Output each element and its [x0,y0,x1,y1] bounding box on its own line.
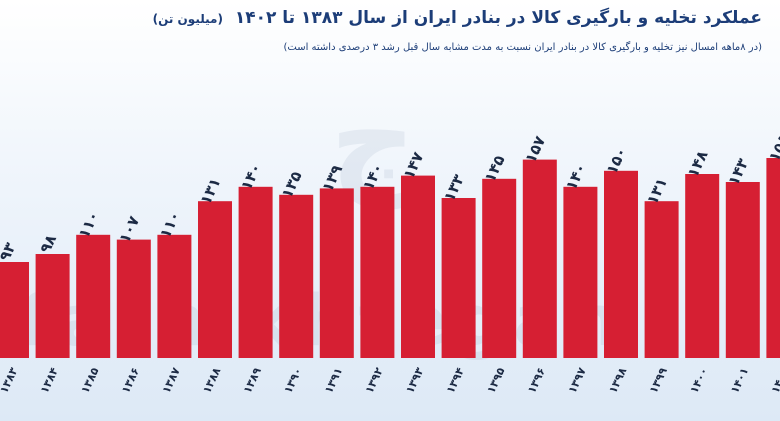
bar-13 [522,159,557,358]
x-tick-label-7: ۱۳۹۰ [281,366,304,396]
x-tick-label-12: ۱۳۹۵ [484,365,507,395]
x-tick-label-11: ۱۳۹۴ [444,365,467,395]
bar-6 [238,186,273,358]
bar-17 [685,174,720,358]
x-tick-label-2: ۱۳۸۵ [78,365,101,395]
x-tick-label-4: ۱۳۸۷ [160,365,183,395]
bar-8 [319,188,354,358]
value-label-0: ۹۳ [0,240,19,264]
bar-11 [441,198,476,358]
x-tick-label-5: ۱۳۸۸ [200,365,223,395]
bar-3 [116,239,151,358]
bar-15 [604,170,638,358]
x-tick-label-14: ۱۳۹۷ [566,365,589,395]
bar-10 [401,175,435,358]
x-tick-label-16: ۱۳۹۹ [647,365,670,395]
x-tick-label-8: ۱۳۹۱ [322,366,345,396]
chart-title: عملکرد تخلیه و بارگیری کالا در بنادر ایر… [10,8,762,28]
bar-7 [279,194,314,358]
chart-unit: (میلیون تن) [152,12,223,26]
x-tick-label-9: ۱۳۹۲ [363,365,386,395]
x-tick-label-3: ۱۳۸۶ [119,366,142,396]
bar-19 [766,158,780,358]
x-tick-label-0: ۱۳۸۳ [0,365,21,395]
x-tick-label-13: ۱۳۹۶ [525,366,548,396]
bar-2 [76,234,111,358]
chart-subtitle: (در ۸ماهه امسال نیز تخلیه و بارگیری کالا… [283,42,762,53]
x-tick-label-1: ۱۳۸۴ [38,365,61,395]
bar-18 [725,182,760,358]
x-tick-label-6: ۱۳۸۹ [241,365,264,395]
bar-12 [482,178,517,358]
bar-5 [198,201,232,358]
x-tick-label-19: ۱۴۰۲ [769,365,780,395]
bar-9 [360,186,395,358]
bar-16 [644,201,679,358]
chart-title-text: عملکرد تخلیه و بارگیری کالا در بنادر ایر… [234,8,762,28]
bar-4 [157,234,192,358]
bar-1 [35,254,70,358]
x-tick-label-17: ۱۴۰۰ [687,366,710,396]
bar-0 [0,262,29,358]
x-tick-label-15: ۱۳۹۸ [606,365,629,395]
x-tick-label-18: ۱۴۰۱ [728,366,751,396]
value-label-1: ۹۸ [36,232,60,256]
x-tick-label-10: ۱۳۹۳ [403,365,426,395]
bar-14 [563,186,598,358]
